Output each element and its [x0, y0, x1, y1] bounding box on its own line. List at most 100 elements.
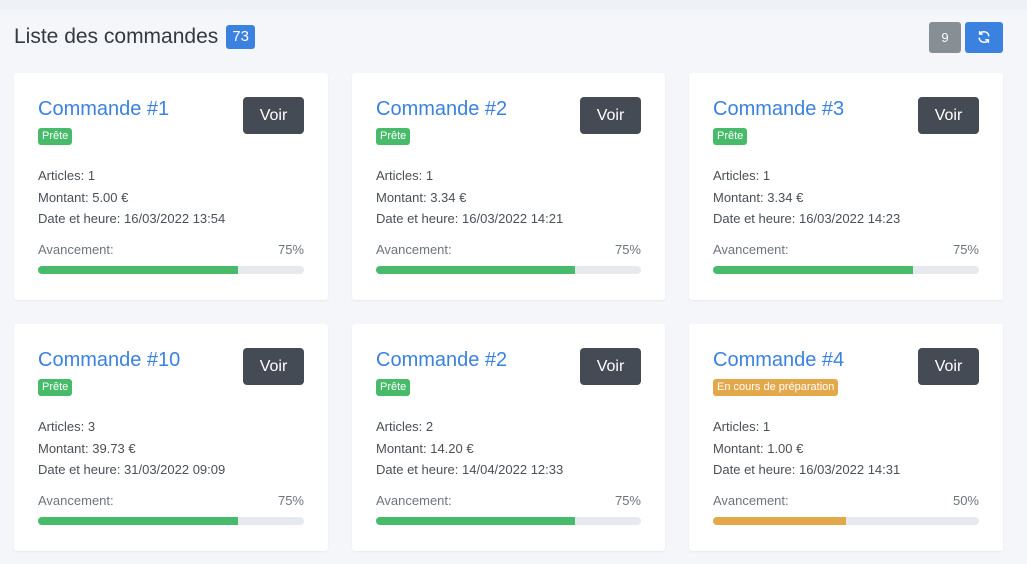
amount-line: Montant: 14.20 €	[376, 438, 641, 460]
progress-label: Avancement:	[713, 492, 789, 508]
articles-label: Articles:	[38, 419, 85, 434]
amount-value: 39.73 €	[92, 440, 136, 456]
progress-track	[376, 265, 641, 274]
progress-fill	[376, 516, 575, 525]
status-badge: Prête	[38, 379, 73, 396]
progress-label: Avancement:	[376, 241, 452, 257]
amount-line: Montant: 3.34 €	[713, 187, 979, 209]
progress-percent: 75%	[614, 241, 641, 257]
articles-line: Articles: 3	[38, 416, 304, 438]
amount-line: Montant: 5.00 €	[38, 187, 304, 209]
view-order-button[interactable]: Voir	[918, 97, 979, 134]
amount-label: Montant:	[713, 440, 764, 456]
progress-percent: 75%	[614, 492, 641, 508]
amount-line: Montant: 1.00 €	[713, 438, 979, 460]
progress-fill	[713, 516, 846, 525]
refresh-button[interactable]	[965, 21, 1003, 53]
datetime-label: Date et heure:	[38, 462, 121, 477]
order-card: Commande #4 En cours de préparation Voir…	[689, 324, 1003, 551]
view-order-button[interactable]: Voir	[243, 97, 304, 134]
datetime-line: Date et heure: 16/03/2022 14:21	[376, 208, 641, 230]
page-header: Liste des commandes 73 9	[14, 21, 1003, 53]
datetime-label: Date et heure:	[713, 211, 796, 226]
amount-label: Montant:	[38, 189, 89, 205]
articles-label: Articles:	[38, 168, 85, 183]
amount-value: 3.34 €	[430, 189, 467, 205]
articles-value: 1	[87, 168, 96, 183]
articles-line: Articles: 1	[376, 165, 641, 187]
view-order-button[interactable]: Voir	[918, 348, 979, 385]
articles-label: Articles:	[713, 168, 760, 183]
datetime-label: Date et heure:	[38, 211, 121, 226]
progress-track	[713, 265, 979, 274]
amount-value: 14.20 €	[430, 440, 474, 456]
progress-percent: 75%	[277, 241, 304, 257]
view-order-button[interactable]: Voir	[580, 348, 641, 385]
order-title[interactable]: Commande #4	[713, 349, 845, 371]
progress-fill	[38, 516, 238, 525]
progress-label: Avancement:	[376, 492, 452, 508]
articles-line: Articles: 1	[38, 165, 304, 187]
datetime-line: Date et heure: 16/03/2022 14:31	[713, 459, 979, 481]
articles-value: 1	[425, 168, 434, 183]
refresh-icon	[978, 30, 990, 44]
amount-label: Montant:	[376, 440, 427, 456]
progress-track	[376, 516, 641, 525]
articles-label: Articles:	[376, 419, 423, 434]
order-title[interactable]: Commande #1	[38, 98, 170, 120]
articles-line: Articles: 1	[713, 165, 979, 187]
amount-label: Montant:	[713, 189, 764, 205]
progress-label: Avancement:	[38, 241, 114, 257]
top-strip	[0, 0, 1027, 10]
articles-value: 1	[762, 419, 771, 434]
status-badge: Prête	[376, 128, 411, 145]
datetime-label: Date et heure:	[376, 211, 459, 226]
progress-track	[713, 516, 979, 525]
amount-label: Montant:	[38, 440, 89, 456]
progress-fill	[38, 265, 238, 274]
page-count-button[interactable]: 9	[929, 21, 961, 53]
order-card: Commande #2 Prête Voir Articles: 2 Monta…	[352, 324, 665, 551]
progress-label: Avancement:	[713, 241, 789, 257]
view-order-button[interactable]: Voir	[243, 348, 304, 385]
progress-track	[38, 265, 304, 274]
datetime-label: Date et heure:	[376, 462, 459, 477]
datetime-line: Date et heure: 16/03/2022 13:54	[38, 208, 304, 230]
datetime-value: 16/03/2022 14:21	[462, 211, 564, 226]
datetime-line: Date et heure: 14/04/2022 12:33	[376, 459, 641, 481]
datetime-value: 16/03/2022 14:23	[799, 211, 901, 226]
order-title[interactable]: Commande #10	[38, 349, 181, 371]
articles-value: 3	[87, 419, 96, 434]
articles-line: Articles: 1	[713, 416, 979, 438]
order-card: Commande #10 Prête Voir Articles: 3 Mont…	[14, 324, 328, 551]
total-count-badge: 73	[226, 25, 255, 49]
progress-track	[38, 516, 304, 525]
status-badge: Prête	[713, 128, 748, 145]
articles-value: 1	[762, 168, 771, 183]
amount-label: Montant:	[376, 189, 427, 205]
progress-label: Avancement:	[38, 492, 114, 508]
datetime-value: 16/03/2022 13:54	[124, 211, 226, 226]
datetime-label: Date et heure:	[713, 462, 796, 477]
title-group: Liste des commandes 73	[14, 25, 255, 49]
order-title[interactable]: Commande #2	[376, 349, 508, 371]
amount-value: 1.00 €	[767, 440, 804, 456]
datetime-line: Date et heure: 31/03/2022 09:09	[38, 459, 304, 481]
view-order-button[interactable]: Voir	[580, 97, 641, 134]
articles-label: Articles:	[713, 419, 760, 434]
progress-percent: 50%	[952, 492, 979, 508]
status-badge: Prête	[38, 128, 73, 145]
progress-fill	[376, 265, 575, 274]
progress-percent: 75%	[277, 492, 304, 508]
order-card: Commande #3 Prête Voir Articles: 1 Monta…	[689, 73, 1003, 300]
datetime-value: 16/03/2022 14:31	[799, 462, 901, 477]
order-title[interactable]: Commande #2	[376, 98, 508, 120]
order-card: Commande #2 Prête Voir Articles: 1 Monta…	[352, 73, 665, 300]
articles-value: 2	[425, 419, 434, 434]
progress-fill	[713, 265, 913, 274]
amount-line: Montant: 39.73 €	[38, 438, 304, 460]
progress-percent: 75%	[952, 241, 979, 257]
status-badge: En cours de préparation	[713, 379, 839, 396]
order-title[interactable]: Commande #3	[713, 98, 845, 120]
order-card: Commande #1 Prête Voir Articles: 1 Monta…	[14, 73, 328, 300]
